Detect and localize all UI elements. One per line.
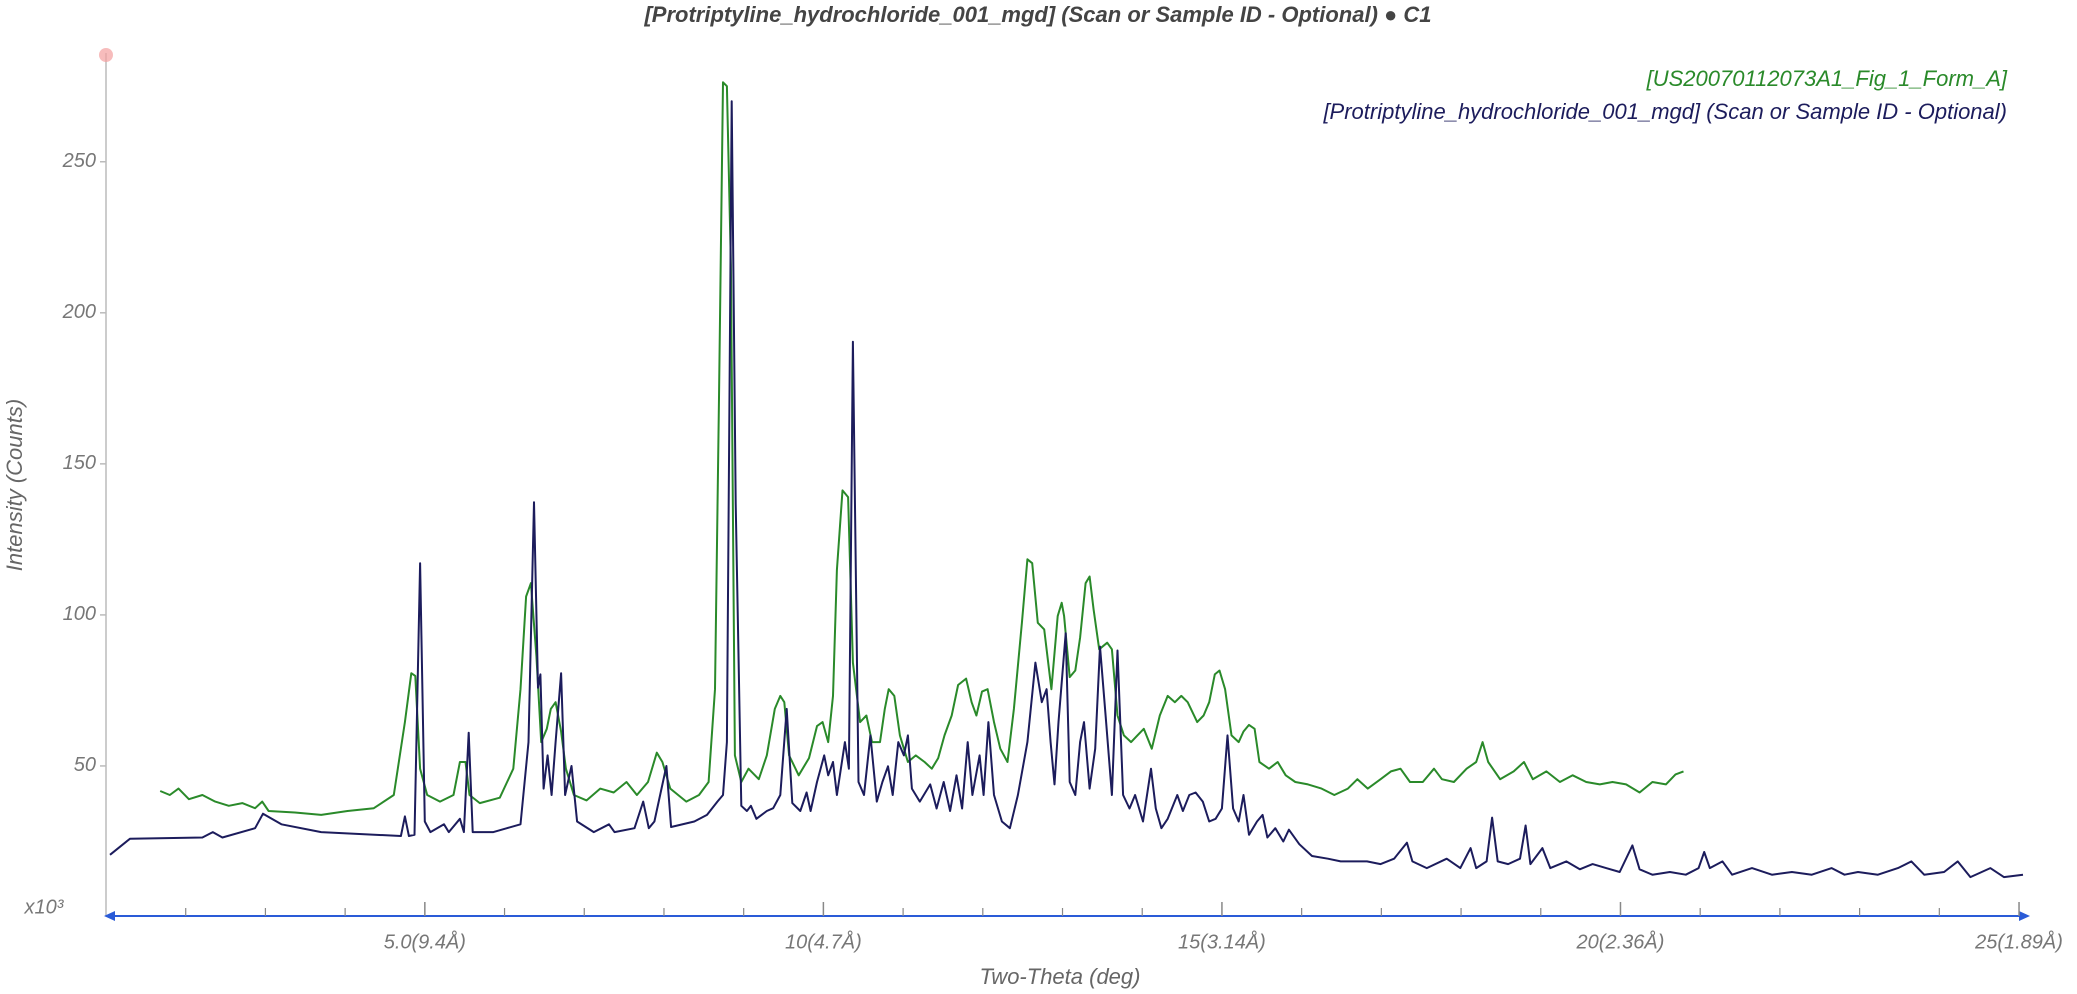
x-tick-label: 5.0(9.4Å) xyxy=(384,930,466,953)
y-tick-label: 100 xyxy=(63,603,96,625)
series-line xyxy=(109,100,2024,879)
x-tick-label: 10(4.7Å) xyxy=(785,930,862,953)
x-tick-label: 15(3.14Å) xyxy=(1178,930,1266,953)
legend-entry: [US20070112073A1_Fig_1_Form_A] xyxy=(1646,66,2008,91)
x-tick-label: 20(2.36Å) xyxy=(1576,930,1665,953)
y-tick-label: 50 xyxy=(74,754,96,776)
axis-arrow xyxy=(2019,911,2030,921)
y-tick-label: 200 xyxy=(62,301,96,323)
series-line xyxy=(159,81,1684,816)
axis-handle xyxy=(99,48,113,62)
x-axis-label: Two-Theta (deg) xyxy=(980,964,1141,989)
y-tick-label: 150 xyxy=(63,452,96,474)
legend-entry: [Protriptyline_hydrochloride_001_mgd] (S… xyxy=(1322,99,2007,124)
chart-title: [Protriptyline_hydrochloride_001_mgd] (S… xyxy=(643,2,1431,27)
y-tick-label: 250 xyxy=(62,150,96,172)
y-multiplier: x10³ xyxy=(24,896,65,918)
x-tick-label: 25(1.89Å) xyxy=(1974,930,2063,953)
y-axis-label: Intensity (Counts) xyxy=(2,399,27,571)
axis-arrow xyxy=(104,911,115,921)
